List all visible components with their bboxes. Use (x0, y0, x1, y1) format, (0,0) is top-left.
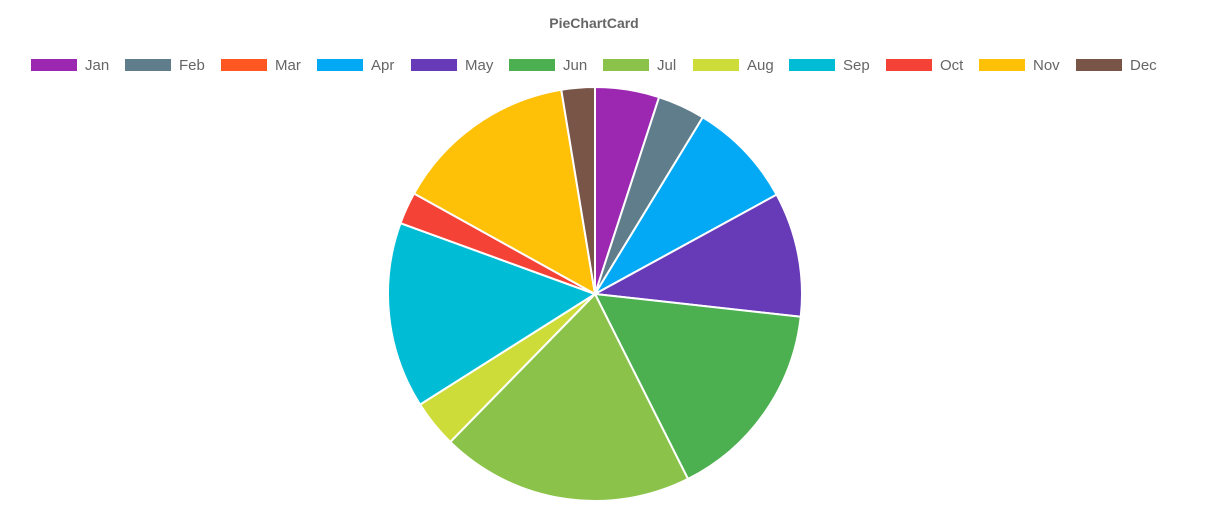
legend-label: Apr (371, 56, 395, 74)
legend-label: Oct (940, 56, 964, 74)
legend-swatch (979, 59, 1025, 71)
legend-swatch (317, 59, 363, 71)
legend-item-jul[interactable]: Jul (603, 55, 676, 75)
legend-swatch (411, 59, 457, 71)
legend-item-mar[interactable]: Mar (221, 55, 301, 75)
legend: Jan Feb Mar Apr May Jun Jul Aug Sep Oct … (0, 55, 1205, 77)
legend-label: Sep (843, 56, 870, 74)
legend-swatch (509, 59, 555, 71)
legend-item-nov[interactable]: Nov (979, 55, 1060, 75)
pie-slice-sep[interactable] (387, 221, 598, 406)
legend-label: Nov (1033, 56, 1060, 74)
legend-swatch (125, 59, 171, 71)
legend-item-dec[interactable]: Dec (1076, 55, 1157, 75)
pie-slice-may[interactable] (591, 193, 803, 318)
legend-item-sep[interactable]: Sep (789, 55, 870, 75)
legend-label: Mar (275, 56, 301, 74)
legend-swatch (1076, 59, 1122, 71)
chart-title: PieChartCard (549, 15, 639, 31)
legend-swatch (603, 59, 649, 71)
legend-item-jun[interactable]: Jun (509, 55, 587, 75)
legend-swatch (789, 59, 835, 71)
legend-label: Jun (563, 56, 588, 74)
legend-item-aug[interactable]: Aug (693, 55, 774, 75)
pie-slice-nov[interactable] (412, 88, 597, 296)
pie-slice-dec[interactable] (560, 85, 596, 295)
legend-item-jan[interactable]: Jan (31, 55, 109, 75)
legend-label: Jan (85, 56, 110, 74)
legend-label: Aug (747, 56, 774, 74)
legend-swatch (886, 59, 932, 71)
pie-slice-apr[interactable] (592, 115, 778, 297)
legend-item-apr[interactable]: Apr (317, 55, 394, 75)
legend-item-may[interactable]: May (411, 55, 493, 75)
legend-label: Dec (1130, 56, 1157, 74)
legend-item-feb[interactable]: Feb (125, 55, 205, 75)
legend-swatch (693, 59, 739, 71)
legend-label: Jul (657, 56, 677, 74)
legend-swatch (31, 59, 77, 71)
legend-label: May (465, 56, 494, 74)
legend-label: Feb (179, 56, 205, 74)
pie-slice-jun[interactable] (593, 292, 802, 481)
legend-swatch (221, 59, 267, 71)
legend-item-oct[interactable]: Oct (886, 55, 963, 75)
pie-slice-jul[interactable] (448, 292, 690, 502)
